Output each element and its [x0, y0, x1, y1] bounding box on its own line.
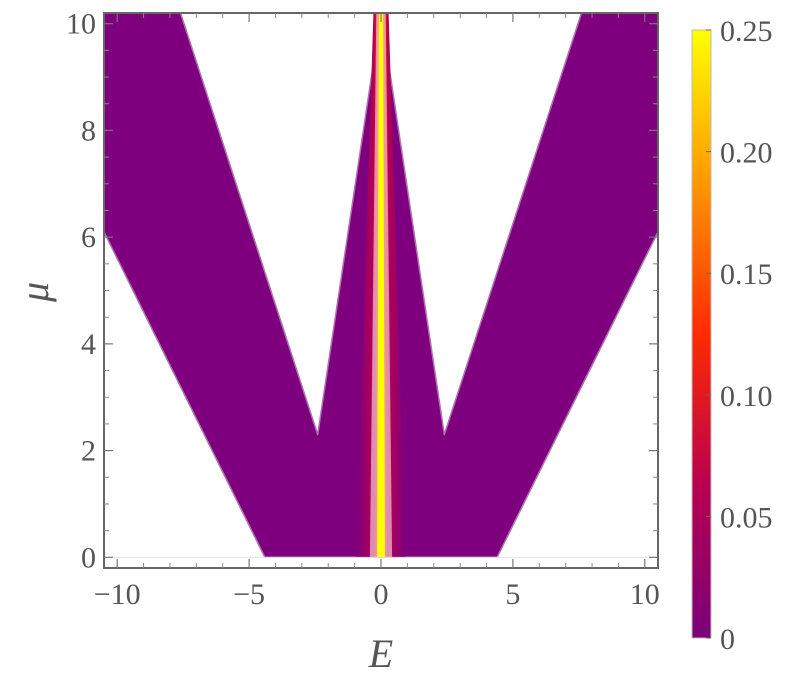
colorbar-axis: 0 0.05 0.10 0.15 0.20 0.25 [706, 15, 773, 656]
central-peak-line [377, 13, 385, 558]
colorbar [691, 29, 712, 639]
x-tick-label: 0 [374, 578, 389, 611]
colorbar-tick-label: 0.25 [720, 15, 773, 48]
y-tick-label: 0 [81, 541, 96, 574]
colorbar-tick-label: 0 [720, 623, 735, 656]
colorbar-tick-label: 0.20 [720, 137, 773, 170]
x-tick-label: 5 [505, 578, 520, 611]
colorbar-tick-label: 0.15 [720, 258, 773, 291]
y-tick-label: 2 [81, 435, 96, 468]
x-tick-label: 10 [630, 578, 660, 611]
y-axis-title: μ [12, 282, 57, 303]
colorbar-tick-label: 0.10 [720, 380, 773, 413]
y-tick-label: 6 [81, 221, 96, 254]
x-tick-label: −10 [94, 578, 141, 611]
x-axis-title: E [368, 631, 393, 676]
axis-ticks: −10 −5 0 5 10 0 2 4 6 8 10 [66, 8, 660, 611]
x-tick-label: −5 [233, 578, 265, 611]
y-tick-label: 4 [81, 328, 96, 361]
y-tick-label: 10 [66, 8, 96, 41]
colorbar-tick-label: 0.05 [720, 501, 773, 534]
y-tick-label: 8 [81, 114, 96, 147]
plot-area [104, 13, 658, 559]
